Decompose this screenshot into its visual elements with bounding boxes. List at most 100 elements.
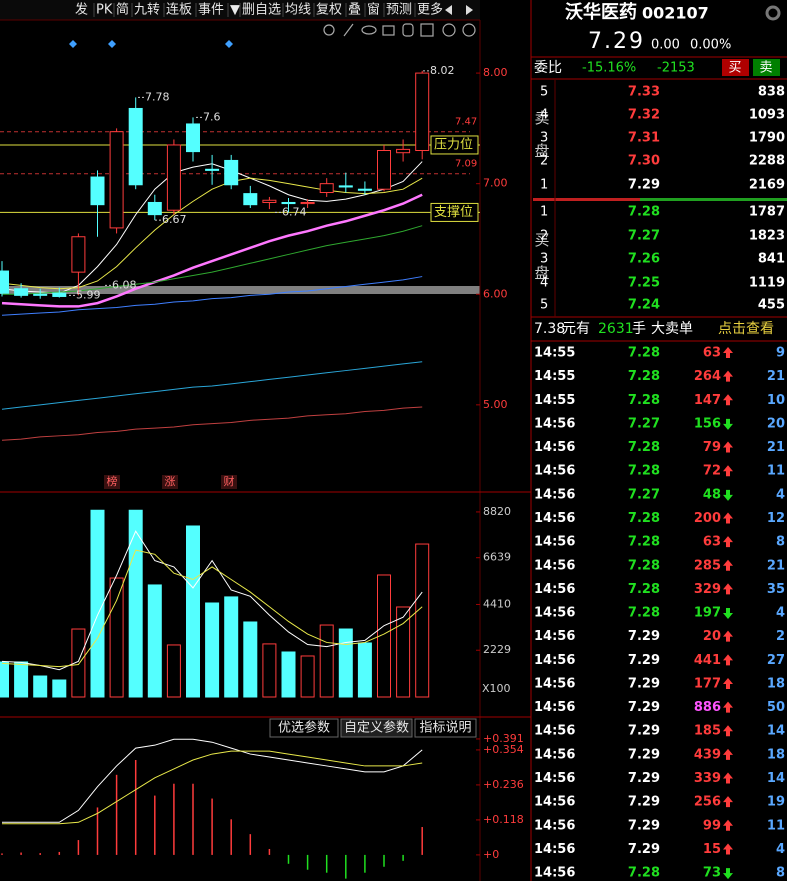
- eye-icon[interactable]: [361, 25, 377, 35]
- toolbar-button[interactable]: 更多: [417, 2, 443, 18]
- y-tick-label: +0: [483, 848, 499, 861]
- zone-label: 支撑位: [434, 205, 473, 220]
- indicator-button[interactable]: 优选参数: [278, 720, 330, 736]
- macd-line: [2, 738, 423, 823]
- save-icon[interactable]: [382, 25, 395, 36]
- trade-volume: 15: [703, 842, 721, 857]
- trade-price: 7.28: [628, 606, 660, 621]
- candle-body: [166, 144, 181, 211]
- trade-arrow: [723, 654, 733, 666]
- trade-time: 14:56: [534, 464, 575, 479]
- volume-bar: [90, 509, 105, 698]
- book-volume: 838: [758, 85, 785, 100]
- trade-price: 7.28: [628, 464, 660, 479]
- candle-body: [71, 236, 86, 273]
- trade-volume: 147: [694, 393, 721, 408]
- toolbar-button[interactable]: 发: [75, 2, 88, 18]
- y-tick-label: +0.118: [483, 813, 524, 826]
- sell-button-bg[interactable]: [753, 59, 780, 76]
- candle-body: [338, 185, 353, 188]
- toolbar-button[interactable]: PK: [96, 3, 113, 18]
- trade-time: 14:56: [534, 440, 575, 455]
- trade-price: 7.28: [628, 866, 660, 881]
- book-volume: 1119: [749, 276, 785, 291]
- diamonds: [69, 40, 233, 48]
- volume-bar: [262, 643, 277, 698]
- indicator-button-bg[interactable]: [414, 718, 477, 738]
- buy-button[interactable]: 买: [728, 61, 741, 76]
- zoom-in-icon[interactable]: [442, 23, 456, 37]
- volume-bar: [377, 574, 391, 698]
- toolbar-button[interactable]: 九转: [134, 3, 160, 18]
- book-price: 7.27: [628, 229, 660, 244]
- toolbar-button[interactable]: 均线: [285, 3, 311, 18]
- candle-body: [128, 107, 143, 186]
- trade-arrow: [723, 559, 733, 571]
- trade-count: 8: [776, 535, 785, 550]
- hand-icon[interactable]: [402, 23, 414, 37]
- big-order-link[interactable]: 点击查看: [718, 321, 774, 337]
- candle-body: [109, 131, 124, 229]
- event-marker-bg: [104, 475, 120, 489]
- book-level: 4: [540, 276, 548, 291]
- event-marker[interactable]: 榜: [107, 474, 118, 488]
- trade-time: 14:56: [534, 653, 575, 668]
- volume-bar: [0, 661, 9, 698]
- prev-icon[interactable]: [445, 5, 452, 15]
- trade-count: 50: [767, 700, 785, 715]
- zone-box: [430, 202, 479, 222]
- ref-line-label: 7.47: [455, 117, 477, 128]
- next-icon[interactable]: [466, 5, 473, 15]
- crop-icon[interactable]: [420, 23, 434, 37]
- trade-time: 14:56: [534, 416, 575, 431]
- indicator-button-bg[interactable]: [340, 718, 413, 738]
- toolbar-button[interactable]: 预测: [386, 3, 412, 18]
- trade-count: 19: [767, 795, 785, 810]
- indicator-button[interactable]: 自定义参数: [344, 720, 409, 736]
- trade-time: 14:56: [534, 606, 575, 621]
- trade-arrow: [723, 772, 733, 784]
- toolbar-button[interactable]: 删自选: [242, 3, 281, 18]
- big-order-kind: 大卖单: [651, 321, 693, 337]
- toolbar-button[interactable]: 复权: [316, 2, 342, 18]
- book-price: 7.32: [628, 108, 660, 123]
- toolbar-button[interactable]: 简: [116, 2, 129, 18]
- event-marker[interactable]: 财: [224, 474, 235, 488]
- moving-average: [1, 177, 423, 290]
- settings-icon[interactable]: [323, 24, 335, 36]
- stock-code: 002107: [642, 4, 709, 23]
- draw-icon[interactable]: [343, 23, 354, 37]
- trade-count: 21: [767, 369, 785, 384]
- trade-arrow: [723, 512, 733, 524]
- settings-icon[interactable]: [765, 5, 781, 21]
- trade-count: 18: [767, 676, 785, 691]
- moving-average: [1, 406, 423, 441]
- book-price: 7.28: [628, 205, 660, 220]
- buy-label: 买盘: [533, 232, 551, 298]
- zoom-out-icon[interactable]: [462, 23, 476, 37]
- indicator-button-bg[interactable]: [269, 718, 339, 738]
- toolbar-button[interactable]: 连板: [166, 2, 192, 18]
- price-change: 0.00: [651, 38, 680, 53]
- trade-time: 14:56: [534, 629, 575, 644]
- toolbar-button[interactable]: 事件: [198, 3, 224, 18]
- toolbar-button[interactable]: 叠: [348, 3, 361, 18]
- toolbar-button[interactable]: ▼: [230, 3, 240, 18]
- buy-button-bg[interactable]: [722, 59, 749, 76]
- indicator-button[interactable]: 指标说明: [419, 721, 471, 736]
- weibi-diff: -2153: [657, 61, 695, 76]
- trade-arrow: [723, 748, 733, 760]
- toolbar-button[interactable]: 窗: [367, 2, 380, 18]
- trade-price: 7.29: [628, 747, 660, 762]
- book-price: 7.29: [628, 178, 660, 193]
- book-level: 3: [540, 131, 548, 146]
- trade-time: 14:56: [534, 724, 575, 739]
- candle-body: [319, 183, 334, 194]
- candle-body: [186, 123, 200, 153]
- trade-arrow: [723, 608, 733, 620]
- event-marker[interactable]: 涨: [165, 475, 176, 488]
- sell-button[interactable]: 卖: [759, 61, 772, 76]
- ratio-bar-green: [640, 198, 787, 201]
